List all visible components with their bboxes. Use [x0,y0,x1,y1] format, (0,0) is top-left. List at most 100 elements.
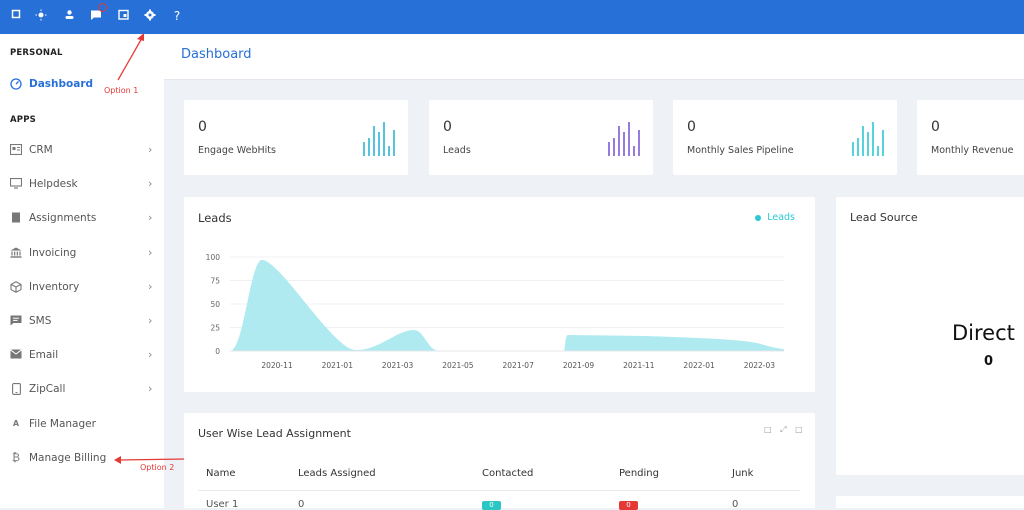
stat-label: Engage WebHits [198,145,276,156]
legend-dot [755,214,762,221]
bitcoin-icon: ₿ [11,451,21,464]
sidebar-item-crm[interactable]: CRM › [0,139,164,161]
message-icon [10,315,22,327]
sidebar-item-label: Invoicing [29,247,77,259]
x-tick-label: 2021-09 [563,361,595,370]
top-navbar: ? [0,0,1024,34]
chart-title: Leads [198,211,232,225]
sidebar-item-helpdesk[interactable]: Helpdesk › [0,173,164,195]
sidebar-item-label: File Manager [29,418,96,430]
chat-icon[interactable] [89,9,103,23]
leads-area-chart: 0 25 50 75 100 2020-11 2021-01 2021-03 2021-05 20… [206,253,784,370]
chevron-right-icon: › [148,348,153,361]
sidebar-item-label: Inventory [29,281,80,293]
minimize-icon[interactable]: □ [764,425,772,434]
column-header-leads-assigned: Leads Assigned [298,468,376,479]
leads-chart-card: Leads Leads 0 25 50 75 100 2020-11 2021-01 2021… [184,197,815,392]
stat-value: 0 [687,119,696,135]
y-tick-label: 0 [215,347,220,356]
sidebar: PERSONAL Dashboard APPS CRM › Helpdesk ›… [0,34,164,508]
stat-value: 0 [443,119,452,135]
sidebar-item-label: Dashboard [29,78,94,90]
stat-label: Leads [443,145,471,156]
stat-label: Monthly Revenue [931,145,1014,156]
sidebar-item-assignments[interactable]: Assignments › [0,207,164,229]
stat-value: 0 [198,119,207,135]
sidebar-item-label: Helpdesk [29,178,78,190]
card-tools: □ ⤢ □ [764,425,803,435]
gear-icon[interactable] [143,9,157,23]
text-icon: A [12,419,20,428]
sparkline-bars [852,122,884,156]
x-tick-label: 2021-01 [322,361,354,370]
sidebar-item-zipcall[interactable]: ZipCall › [0,378,164,400]
sun-icon[interactable] [34,9,48,23]
sidebar-item-label: Assignments [29,212,97,224]
column-header-name: Name [206,468,236,479]
chart-legend[interactable]: Leads [755,212,795,223]
annotation-option-2: Option 2 [140,463,175,472]
card-title: User Wise Lead Assignment [198,427,351,440]
x-tick-label: 2022-03 [744,361,776,370]
x-tick-label: 2021-03 [382,361,414,370]
stat-card-engage-webhits: 0 Engage WebHits [184,100,408,175]
chevron-right-icon: › [148,177,153,190]
sidebar-item-invoicing[interactable]: Invoicing › [0,242,164,264]
book-icon [10,212,22,224]
stat-label: Monthly Sales Pipeline [687,145,794,156]
monitor-icon [9,177,23,190]
sidebar-item-email[interactable]: Email › [0,344,164,366]
chevron-right-icon: › [148,314,153,327]
sidebar-item-inventory[interactable]: Inventory › [0,276,164,298]
lead-source-card: Lead Source Direct 0 [836,197,1024,475]
close-icon[interactable]: □ [795,425,803,434]
x-tick-label: 2022-01 [683,361,715,370]
sparkline-bars [608,122,640,156]
bank-icon [10,247,22,259]
stat-value: 0 [931,119,940,135]
sidebar-item-dashboard[interactable]: Dashboard [0,73,164,95]
page-header: Dashboard [164,34,1024,80]
sidebar-item-label: CRM [29,144,53,156]
sidebar-item-label: SMS [29,315,52,327]
expand-icon[interactable]: ⤢ [780,425,787,434]
dashboard-icon [10,78,22,90]
stat-card-monthly-revenue: 0 Monthly Revenue [917,100,1024,175]
sidebar-item-file-manager[interactable]: A File Manager [0,413,164,435]
help-icon[interactable]: ? [173,9,181,23]
lead-assignment-card: User Wise Lead Assignment □ ⤢ □ Name Lea… [184,413,815,510]
sidebar-item-label: Manage Billing [29,452,107,464]
cell-name: User 1 [206,499,239,510]
stat-card-monthly-sales-pipeline: 0 Monthly Sales Pipeline [673,100,897,175]
chevron-right-icon: › [148,382,153,395]
user-icon[interactable] [62,9,76,23]
leads-series-area [230,259,784,351]
square-icon[interactable] [9,9,23,23]
cell-leads-assigned: 0 [298,499,305,510]
stat-card-leads: 0 Leads [429,100,653,175]
calendar-icon[interactable] [116,9,130,23]
x-tick-label: 2020-11 [261,361,293,370]
sidebar-item-label: Email [29,349,59,361]
page-title: Dashboard [181,47,252,62]
next-card [836,496,1024,508]
section-label-apps: APPS [10,115,36,125]
contacted-badge: 0 [482,501,501,510]
sidebar-item-label: ZipCall [29,383,66,395]
y-tick-label: 75 [210,277,220,286]
notification-badge [98,3,107,12]
section-label-personal: PERSONAL [10,48,63,58]
column-header-junk: Junk [732,468,754,479]
column-header-pending: Pending [619,468,659,479]
sidebar-item-manage-billing[interactable]: ₿ Manage Billing [0,447,164,469]
legend-label: Leads [767,212,795,223]
y-tick-label: 25 [210,324,220,333]
annotation-option-1: Option 1 [104,86,139,95]
chevron-right-icon: › [148,246,153,259]
phone-icon [10,383,22,395]
x-tick-label: 2021-07 [503,361,535,370]
x-tick-label: 2021-11 [623,361,655,370]
sidebar-item-sms[interactable]: SMS › [0,310,164,332]
envelope-icon [10,349,22,361]
